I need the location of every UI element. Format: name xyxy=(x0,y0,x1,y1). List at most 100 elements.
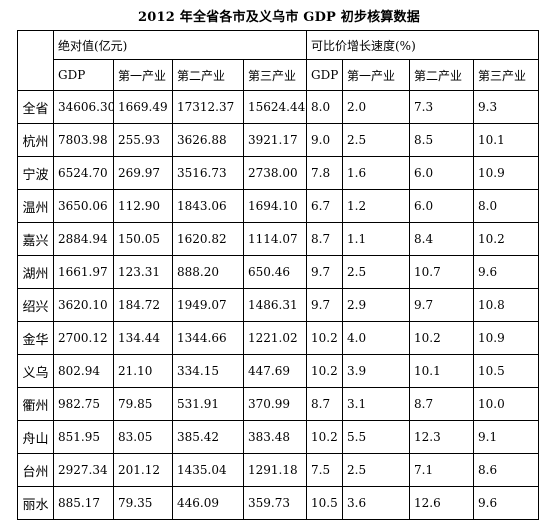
table-row: 杭州 7803.98 255.93 3626.88 3921.17 9.0 2.5 8.5 10… xyxy=(17,123,540,157)
cell-growth-primary: 2.5 xyxy=(342,453,410,487)
cell-abs-tertiary: 1114.07 xyxy=(243,222,307,256)
table-row: 丽水 885.17 79.35 446.09 359.73 10.5 3.6 12.6 9.6 xyxy=(17,486,540,520)
cell-abs-primary: 1669.49 xyxy=(113,90,173,124)
cell-abs-tertiary: 2738.00 xyxy=(243,156,307,190)
cell-growth-secondary: 12.6 xyxy=(409,486,474,520)
cell-growth-tertiary: 10.8 xyxy=(472,288,540,322)
cell-abs-gdp: 885.17 xyxy=(53,486,114,520)
region-cell: 衢州 xyxy=(17,387,54,421)
cell-growth-tertiary: 10.0 xyxy=(472,387,540,421)
table-row: 衢州 982.75 79.85 531.91 370.99 8.7 3.1 8.7 10.0 xyxy=(17,387,540,421)
cell-growth-secondary: 8.5 xyxy=(409,123,474,157)
table-row: 舟山 851.95 83.05 385.42 383.48 10.2 5.5 12.3 9.1 xyxy=(17,420,540,454)
cell-abs-gdp: 2927.34 xyxy=(53,453,114,487)
cell-abs-secondary: 531.91 xyxy=(172,387,244,421)
column-header-growth-primary: 第一产业 xyxy=(342,59,410,91)
region-cell: 舟山 xyxy=(17,420,54,454)
cell-growth-primary: 3.9 xyxy=(342,354,410,388)
corner-cell xyxy=(17,30,54,91)
cell-growth-gdp: 7.5 xyxy=(306,453,343,487)
cell-abs-tertiary: 447.69 xyxy=(243,354,307,388)
cell-abs-secondary: 1620.82 xyxy=(172,222,244,256)
column-header-abs-secondary: 第二产业 xyxy=(172,59,244,91)
cell-growth-gdp: 9.7 xyxy=(306,288,343,322)
cell-growth-primary: 3.6 xyxy=(342,486,410,520)
cell-growth-gdp: 6.7 xyxy=(306,189,343,223)
table-row: 金华 2700.12 134.44 1344.66 1221.02 10.2 4.0 10.2… xyxy=(17,321,540,355)
cell-abs-gdp: 6524.70 xyxy=(53,156,114,190)
cell-growth-secondary: 9.7 xyxy=(409,288,474,322)
cell-growth-secondary: 10.7 xyxy=(409,255,474,289)
table-title: 2012 年全省各市及义乌市 GDP 初步核算数据 xyxy=(138,10,420,25)
cell-abs-primary: 83.05 xyxy=(113,420,173,454)
column-header-abs-gdp: GDP xyxy=(53,59,114,91)
document-page: 2012 年全省各市及义乌市 GDP 初步核算数据 绝对值(亿元) 可比价增长速… xyxy=(17,10,540,520)
cell-abs-primary: 134.44 xyxy=(113,321,173,355)
column-header-growth-secondary: 第二产业 xyxy=(409,59,474,91)
region-cell: 绍兴 xyxy=(17,288,54,322)
cell-abs-gdp: 802.94 xyxy=(53,354,114,388)
table-row: 绍兴 3620.10 184.72 1949.07 1486.31 9.7 2.9 9.7 10… xyxy=(17,288,540,322)
region-cell: 杭州 xyxy=(17,123,54,157)
cell-abs-tertiary: 650.46 xyxy=(243,255,307,289)
cell-growth-tertiary: 10.9 xyxy=(472,321,540,355)
cell-growth-tertiary: 10.1 xyxy=(472,123,540,157)
cell-growth-gdp: 9.0 xyxy=(306,123,343,157)
cell-abs-secondary: 385.42 xyxy=(172,420,244,454)
cell-growth-primary: 5.5 xyxy=(342,420,410,454)
cell-growth-primary: 2.5 xyxy=(342,255,410,289)
cell-abs-secondary: 3516.73 xyxy=(172,156,244,190)
region-cell: 义乌 xyxy=(17,354,54,388)
cell-growth-tertiary: 10.9 xyxy=(472,156,540,190)
table-row: 湖州 1661.97 123.31 888.20 650.46 9.7 2.5 10.7 9.6 xyxy=(17,255,540,289)
cell-growth-tertiary: 10.5 xyxy=(472,354,540,388)
column-header-growth-tertiary: 第三产业 xyxy=(472,59,540,91)
cell-growth-gdp: 8.7 xyxy=(306,222,343,256)
region-cell: 嘉兴 xyxy=(17,222,54,256)
cell-growth-gdp: 10.2 xyxy=(306,354,343,388)
cell-abs-tertiary: 383.48 xyxy=(243,420,307,454)
cell-abs-gdp: 2884.94 xyxy=(53,222,114,256)
cell-growth-primary: 2.9 xyxy=(342,288,410,322)
cell-abs-tertiary: 1486.31 xyxy=(243,288,307,322)
cell-growth-tertiary: 9.6 xyxy=(472,486,540,520)
table-row: 宁波 6524.70 269.97 3516.73 2738.00 7.8 1.6 6.0 10… xyxy=(17,156,540,190)
column-header-growth-gdp: GDP xyxy=(306,59,343,91)
region-cell: 金华 xyxy=(17,321,54,355)
cell-growth-gdp: 7.8 xyxy=(306,156,343,190)
cell-growth-primary: 1.2 xyxy=(342,189,410,223)
cell-abs-secondary: 3626.88 xyxy=(172,123,244,157)
table-row: 台州 2927.34 201.12 1435.04 1291.18 7.5 2.5 7.1 8.… xyxy=(17,453,540,487)
region-cell: 丽水 xyxy=(17,486,54,520)
cell-abs-secondary: 1344.66 xyxy=(172,321,244,355)
cell-abs-gdp: 3650.06 xyxy=(53,189,114,223)
header-row-columns: GDP 第一产业 第二产业 第三产业 GDP 第一产业 第二产业 第三产业 xyxy=(18,59,540,91)
cell-abs-secondary: 17312.37 xyxy=(172,90,244,124)
cell-abs-primary: 150.05 xyxy=(113,222,173,256)
cell-abs-primary: 201.12 xyxy=(113,453,173,487)
table-row: 全省 34606.30 1669.49 17312.37 15624.44 8.0 2.0 7… xyxy=(17,90,540,124)
cell-growth-tertiary: 8.6 xyxy=(472,453,540,487)
cell-growth-tertiary: 8.0 xyxy=(472,189,540,223)
cell-growth-gdp: 10.5 xyxy=(306,486,343,520)
cell-abs-primary: 255.93 xyxy=(113,123,173,157)
cell-abs-tertiary: 1694.10 xyxy=(243,189,307,223)
group-header-absolute: 绝对值(亿元) xyxy=(53,30,307,60)
cell-abs-gdp: 1661.97 xyxy=(53,255,114,289)
table-row: 嘉兴 2884.94 150.05 1620.82 1114.07 8.7 1.1 8.4 10… xyxy=(17,222,540,256)
column-header-abs-tertiary: 第三产业 xyxy=(243,59,307,91)
cell-abs-secondary: 888.20 xyxy=(172,255,244,289)
cell-abs-gdp: 34606.30 xyxy=(53,90,114,124)
cell-growth-secondary: 8.7 xyxy=(409,387,474,421)
cell-abs-tertiary: 3921.17 xyxy=(243,123,307,157)
cell-abs-primary: 21.10 xyxy=(113,354,173,388)
cell-abs-gdp: 851.95 xyxy=(53,420,114,454)
cell-growth-gdp: 8.7 xyxy=(306,387,343,421)
cell-abs-primary: 184.72 xyxy=(113,288,173,322)
table-row: 义乌 802.94 21.10 334.15 447.69 10.2 3.9 10.1 10.5 xyxy=(17,354,540,388)
cell-abs-secondary: 446.09 xyxy=(172,486,244,520)
cell-growth-tertiary: 9.3 xyxy=(472,90,540,124)
cell-growth-gdp: 9.7 xyxy=(306,255,343,289)
cell-abs-primary: 79.85 xyxy=(113,387,173,421)
cell-growth-gdp: 10.2 xyxy=(306,321,343,355)
